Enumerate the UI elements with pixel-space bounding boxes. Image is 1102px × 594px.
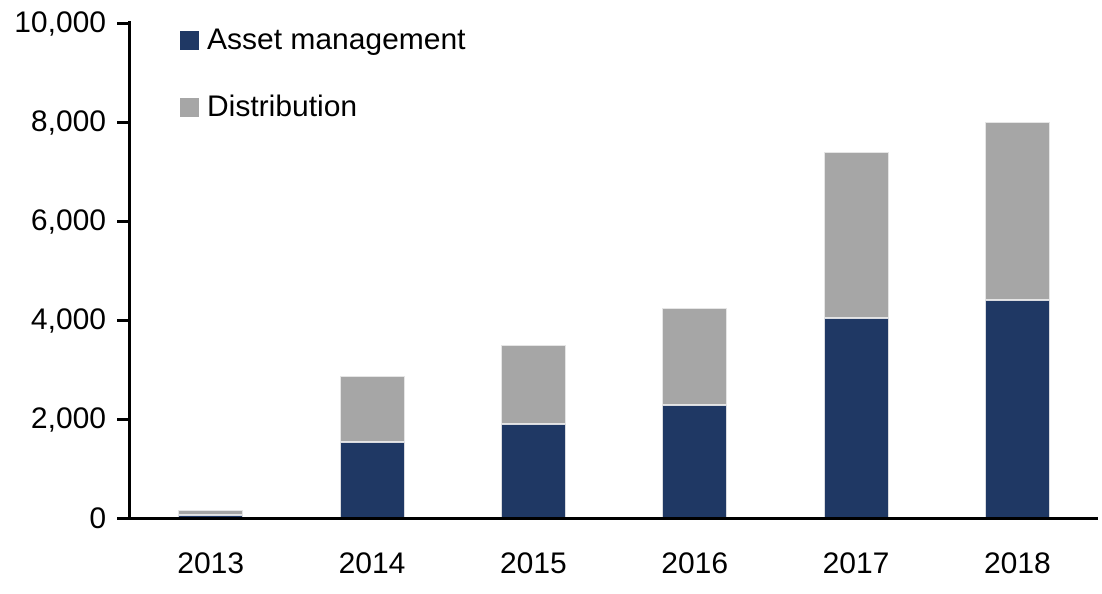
legend-item-asset-management: Asset management (180, 23, 466, 56)
y-axis-tick (117, 417, 129, 421)
bar-stack-2016 (662, 307, 728, 519)
x-axis-label-2013: 2013 (177, 547, 245, 580)
bar-segment-asset-management-2017 (823, 317, 889, 519)
x-axis-label-2016: 2016 (661, 547, 729, 580)
x-axis-label-2015: 2015 (499, 547, 567, 580)
y-axis-tick-label: 10,000 (14, 6, 106, 39)
y-axis-tick (117, 517, 129, 520)
y-axis-tick-label: 4,000 (30, 303, 106, 337)
x-axis-label-2018: 2018 (983, 547, 1051, 580)
x-axis-line (128, 517, 1098, 520)
y-axis-tick-label: 0 (89, 501, 106, 535)
legend: Asset management Distribution (180, 23, 466, 163)
x-axis-label-2014: 2014 (338, 547, 406, 580)
legend-label-asset-management: Asset management (207, 23, 466, 56)
bar-segment-distribution-2018 (984, 122, 1050, 300)
y-axis-tick-label: 8,000 (30, 105, 106, 139)
bar-segment-asset-management-2016 (662, 404, 728, 519)
bar-segment-distribution-2015 (500, 345, 566, 425)
bar-stack-2014 (339, 376, 405, 519)
y-axis-tick (117, 120, 129, 124)
legend-swatch-icon (180, 30, 199, 50)
y-axis-tick-label: 6,000 (30, 204, 106, 238)
bar-segment-distribution-2013 (178, 509, 244, 515)
legend-swatch-icon (180, 97, 199, 117)
y-axis-tick (117, 219, 129, 223)
y-axis-tick (117, 21, 129, 25)
bar-segment-distribution-2017 (823, 151, 889, 318)
bar-stack-2015 (500, 345, 566, 519)
y-axis-line (128, 21, 131, 520)
bar-segment-distribution-2014 (339, 376, 405, 442)
bar-stack-2018 (984, 122, 1050, 519)
legend-label-distribution: Distribution (207, 90, 358, 123)
bar-segment-asset-management-2015 (500, 424, 566, 519)
bar-segment-distribution-2016 (662, 307, 728, 405)
y-axis-tick-label: 2,000 (30, 402, 106, 436)
bar-segment-asset-management-2018 (984, 299, 1050, 519)
y-axis-tick (117, 318, 129, 322)
bar-stack-2017 (823, 151, 889, 519)
legend-item-distribution: Distribution (180, 90, 465, 123)
x-axis-label-2017: 2017 (822, 547, 890, 580)
bar-segment-asset-management-2014 (339, 441, 405, 519)
